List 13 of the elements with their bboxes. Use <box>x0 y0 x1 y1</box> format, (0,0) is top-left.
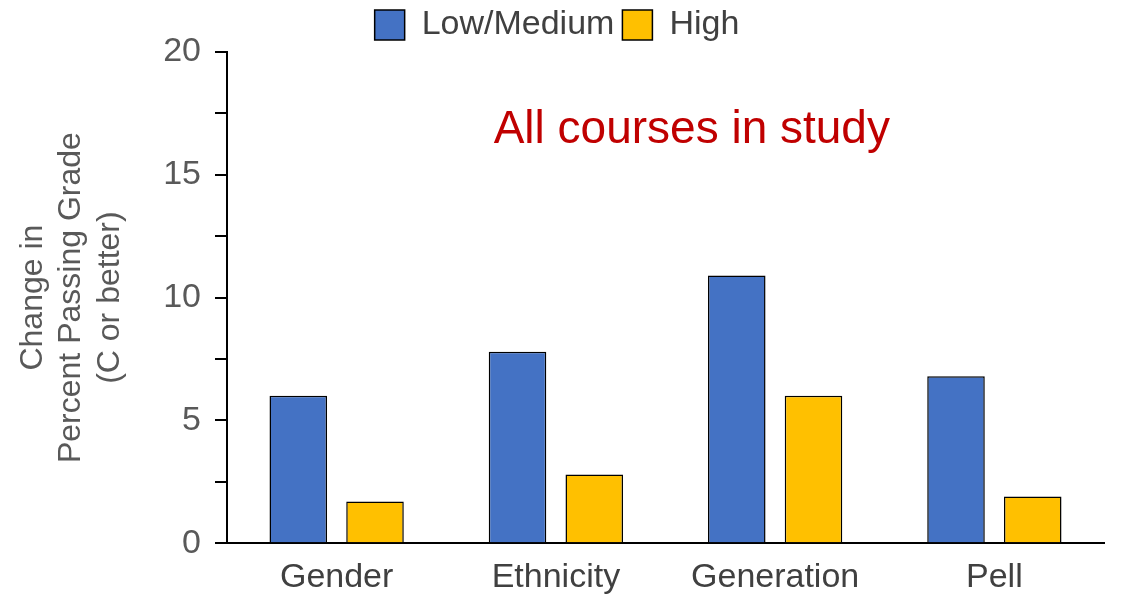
y-tick-label: 5 <box>182 398 202 437</box>
x-tick-label: Ethnicity <box>491 555 621 594</box>
y-tick-label: 10 <box>163 275 202 314</box>
y-tick-label: 15 <box>163 153 202 192</box>
y-tick-label: 20 <box>163 30 202 69</box>
x-tick-label: Pell <box>966 555 1023 594</box>
legend-label: High <box>669 3 740 42</box>
x-tick-label: Generation <box>691 555 860 594</box>
legend-label: Low/Medium <box>421 3 615 42</box>
x-tick-label: Gender <box>279 555 394 594</box>
y-axis-title: Change in Percent Passing Grade (C or better) <box>13 132 126 464</box>
annotation: All courses in study <box>493 100 890 153</box>
y-tick-label: 0 <box>182 521 202 560</box>
